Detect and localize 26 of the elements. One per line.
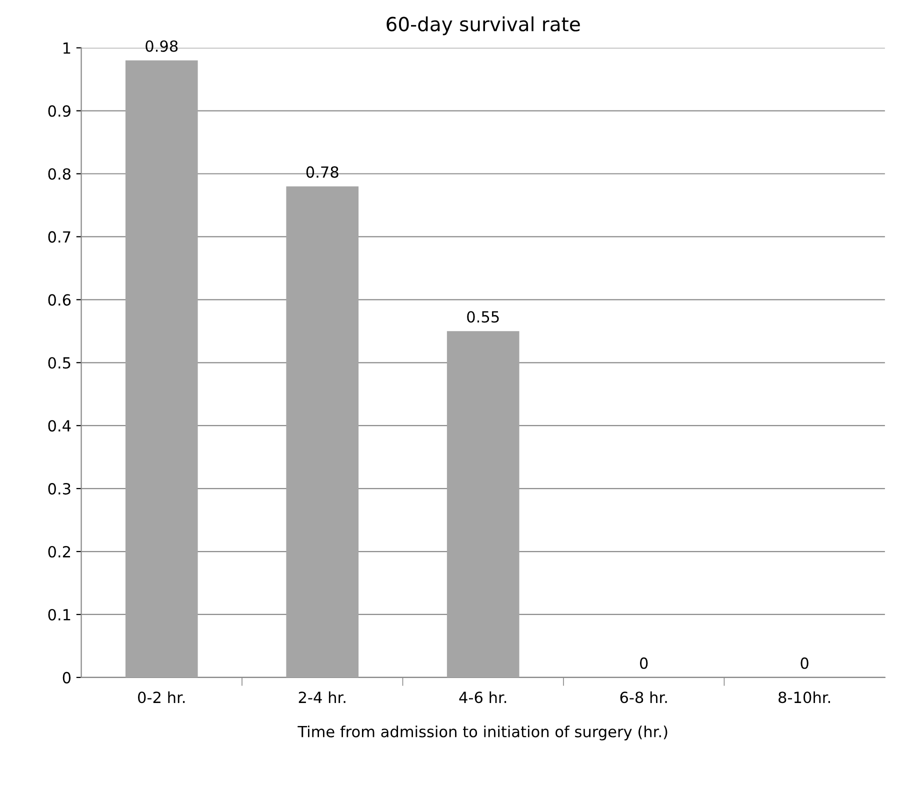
y-tick-label: 0.3 <box>48 483 70 495</box>
y-tick-label: 0.7 <box>48 231 70 243</box>
y-tick-label: 0.5 <box>48 357 70 369</box>
y-tick-label: 0.1 <box>48 608 70 621</box>
x-tick-label: 8-10hr. <box>778 691 830 704</box>
y-tick-label: 1 <box>64 42 70 54</box>
bar <box>125 60 198 678</box>
y-tick-label: 0 <box>62 672 71 684</box>
x-tick-label: 2-4 hr. <box>298 691 346 703</box>
bar <box>286 186 359 678</box>
bar <box>446 331 520 678</box>
data-label: 0.78 <box>306 166 338 178</box>
data-label: 0.55 <box>467 311 499 323</box>
x-tick-label: 0-2 hr. <box>138 691 185 704</box>
y-tick-label: 0.9 <box>48 105 70 117</box>
y-tick-label: 0.6 <box>48 294 71 306</box>
chart-title: 60-day survival rate <box>386 16 580 36</box>
data-label: 0.98 <box>146 40 178 52</box>
x-tick-label: 6-8 hr. <box>620 691 667 704</box>
data-label: 0 <box>640 657 648 669</box>
x-tick-label: 4-6 hr. <box>459 691 506 704</box>
y-tick-label: 0.8 <box>48 168 71 180</box>
x-axis-title: Time from admission to initiation of surgery (hr.) <box>298 726 668 740</box>
y-tick-label: 0.2 <box>48 546 70 558</box>
data-label: 0 <box>800 657 808 669</box>
y-tick-label: 0.4 <box>48 420 71 432</box>
